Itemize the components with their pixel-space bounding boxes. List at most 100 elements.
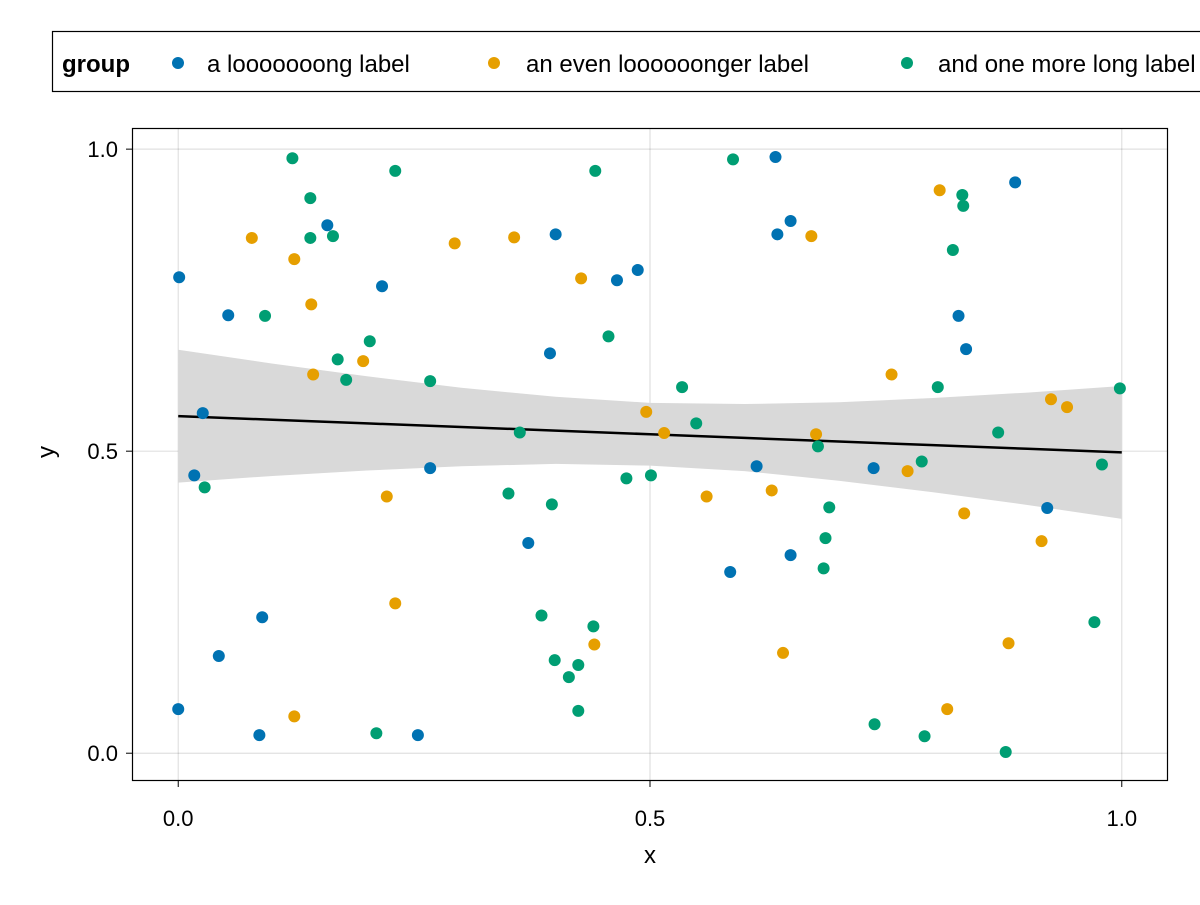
data-point bbox=[412, 729, 424, 741]
data-point bbox=[941, 703, 953, 715]
y-tick-label: 1.0 bbox=[87, 137, 118, 162]
data-point bbox=[364, 335, 376, 347]
data-point bbox=[588, 638, 600, 650]
data-point bbox=[563, 671, 575, 683]
data-point bbox=[389, 597, 401, 609]
data-point bbox=[1036, 535, 1048, 547]
data-point bbox=[357, 355, 369, 367]
data-point bbox=[572, 705, 584, 717]
data-point bbox=[727, 153, 739, 165]
data-point bbox=[812, 440, 824, 452]
x-axis-label: x bbox=[644, 842, 656, 869]
data-point bbox=[304, 232, 316, 244]
data-point bbox=[305, 298, 317, 310]
data-point bbox=[819, 532, 831, 544]
data-point bbox=[751, 460, 763, 472]
data-point bbox=[785, 549, 797, 561]
data-point bbox=[288, 710, 300, 722]
data-point bbox=[766, 484, 778, 496]
data-point bbox=[956, 189, 968, 201]
data-point bbox=[611, 274, 623, 286]
data-point bbox=[546, 498, 558, 510]
data-point bbox=[823, 501, 835, 513]
data-point bbox=[256, 611, 268, 623]
legend-marker bbox=[172, 57, 184, 69]
data-point bbox=[658, 427, 670, 439]
y-axis-label: y bbox=[33, 446, 60, 458]
data-point bbox=[259, 310, 271, 322]
data-point bbox=[916, 455, 928, 467]
data-point bbox=[676, 381, 688, 393]
data-point bbox=[188, 469, 200, 481]
data-point bbox=[1096, 458, 1108, 470]
data-point bbox=[886, 368, 898, 380]
legend-marker bbox=[488, 57, 500, 69]
data-point bbox=[213, 650, 225, 662]
data-point bbox=[572, 659, 584, 671]
data-point bbox=[1000, 746, 1012, 758]
legend-entry-label: a looooooong label bbox=[207, 51, 410, 78]
data-point bbox=[785, 215, 797, 227]
data-point bbox=[508, 231, 520, 243]
data-point bbox=[1045, 393, 1057, 405]
data-point bbox=[958, 507, 970, 519]
data-point bbox=[332, 353, 344, 365]
data-point bbox=[701, 490, 713, 502]
data-point bbox=[869, 718, 881, 730]
data-point bbox=[777, 647, 789, 659]
data-point bbox=[934, 184, 946, 196]
data-point bbox=[932, 381, 944, 393]
data-point bbox=[575, 272, 587, 284]
data-point bbox=[370, 727, 382, 739]
y-tick-label: 0.0 bbox=[87, 741, 118, 766]
data-point bbox=[535, 609, 547, 621]
data-point bbox=[340, 374, 352, 386]
data-point bbox=[1088, 616, 1100, 628]
data-point bbox=[992, 426, 1004, 438]
data-point bbox=[919, 730, 931, 742]
data-point bbox=[304, 192, 316, 204]
data-point bbox=[381, 490, 393, 502]
data-point bbox=[246, 232, 258, 244]
data-point bbox=[286, 152, 298, 164]
data-point bbox=[549, 654, 561, 666]
data-point bbox=[818, 562, 830, 574]
data-point bbox=[902, 465, 914, 477]
data-point bbox=[953, 310, 965, 322]
data-point bbox=[640, 406, 652, 418]
legend-entry-label: and one more long label bbox=[938, 51, 1196, 78]
data-point bbox=[522, 537, 534, 549]
data-point bbox=[645, 469, 657, 481]
data-point bbox=[1114, 382, 1126, 394]
data-point bbox=[1041, 502, 1053, 514]
data-point bbox=[602, 330, 614, 342]
data-point bbox=[690, 417, 702, 429]
x-tick-label: 1.0 bbox=[1106, 806, 1137, 831]
data-point bbox=[550, 228, 562, 240]
data-point bbox=[1061, 401, 1073, 413]
data-point bbox=[173, 271, 185, 283]
y-tick-label: 0.5 bbox=[87, 439, 118, 464]
data-point bbox=[544, 347, 556, 359]
legend-marker bbox=[901, 57, 913, 69]
data-point bbox=[771, 228, 783, 240]
data-point bbox=[327, 230, 339, 242]
data-point bbox=[389, 165, 401, 177]
data-point bbox=[868, 462, 880, 474]
data-point bbox=[587, 620, 599, 632]
data-point bbox=[810, 428, 822, 440]
data-point bbox=[805, 230, 817, 242]
data-point bbox=[769, 151, 781, 163]
data-point bbox=[424, 375, 436, 387]
data-point bbox=[376, 280, 388, 292]
data-point bbox=[172, 703, 184, 715]
data-point bbox=[424, 462, 436, 474]
x-tick-label: 0.0 bbox=[163, 806, 194, 831]
data-point bbox=[1009, 176, 1021, 188]
legend-entry-label: an even loooooonger label bbox=[526, 51, 809, 78]
data-point bbox=[947, 244, 959, 256]
data-point bbox=[960, 343, 972, 355]
data-point bbox=[222, 309, 234, 321]
